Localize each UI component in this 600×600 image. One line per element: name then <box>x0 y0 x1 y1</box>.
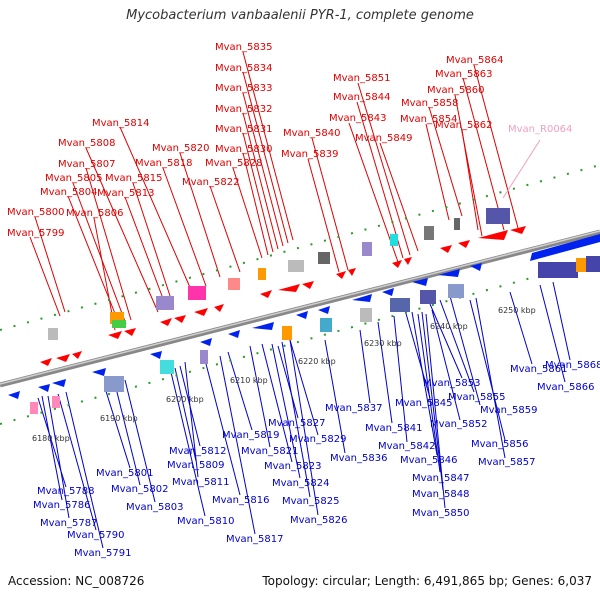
gene-label[interactable]: Mvan_5850 <box>412 508 469 519</box>
gene-label[interactable]: Mvan_5855 <box>448 392 505 403</box>
gene-label[interactable]: Mvan_5815 <box>105 173 162 184</box>
gene-label[interactable]: Mvan_5811 <box>172 477 229 488</box>
gene-label[interactable]: Mvan_5832 <box>215 104 272 115</box>
tick-label: 6210 kbp <box>230 376 268 385</box>
gene-label[interactable]: Mvan_5830 <box>215 144 272 155</box>
gene-label[interactable]: Mvan_5790 <box>67 530 124 541</box>
bottom-gene-labels: Mvan_5868 Mvan_5866 Mvan_5861 Mvan_5853 … <box>33 360 600 559</box>
gene-label[interactable]: Mvan_5863 <box>435 69 492 80</box>
gene-label[interactable]: Mvan_5816 <box>212 495 269 506</box>
gene-label[interactable]: Mvan_5803 <box>126 502 183 513</box>
gene-label[interactable]: Mvan_5848 <box>412 489 469 500</box>
gene-label[interactable]: Mvan_5839 <box>281 149 338 160</box>
gene-label[interactable]: Mvan_5812 <box>169 446 226 457</box>
gene-label[interactable]: Mvan_5806 <box>66 208 123 219</box>
gene-label[interactable]: Mvan_5856 <box>471 439 528 450</box>
forward-connector-lines <box>29 51 519 331</box>
gene-label[interactable]: Mvan_5786 <box>33 500 90 511</box>
gene-label[interactable]: Mvan_5868 <box>545 360 600 371</box>
gene-label[interactable]: Mvan_5854 <box>400 114 457 125</box>
gene-label[interactable]: Mvan_5829 <box>289 434 346 445</box>
gene-label[interactable]: Mvan_5808 <box>58 138 115 149</box>
gene-label[interactable]: Mvan_5828 <box>205 158 262 169</box>
gene-label[interactable]: Mvan_5791 <box>74 548 131 559</box>
gene-label[interactable]: Mvan_5834 <box>215 63 272 74</box>
tick-label: 6250 kbp <box>498 306 536 315</box>
gene-label[interactable]: Mvan_5823 <box>264 461 321 472</box>
gene-label[interactable]: Mvan_5826 <box>290 515 347 526</box>
tick-label: 6230 kbp <box>364 339 402 348</box>
map-title: Mycobacterium vanbaalenii PYR-1, complet… <box>126 8 474 23</box>
gene-label[interactable]: Mvan_5840 <box>283 128 340 139</box>
reverse-genes <box>8 234 600 399</box>
gene-label[interactable]: Mvan_5849 <box>355 133 412 144</box>
gene-label[interactable]: Mvan_5821 <box>241 446 298 457</box>
gene-label[interactable]: Mvan_5833 <box>215 83 272 94</box>
topology-summary: Topology: circular; Length: 6,491,865 bp… <box>262 574 592 588</box>
gene-label[interactable]: Mvan_5862 <box>435 120 492 131</box>
gene-label[interactable]: Mvan_5827 <box>268 418 325 429</box>
gene-label[interactable]: Mvan_5820 <box>152 143 209 154</box>
rna-connector-line <box>502 139 541 199</box>
gene-label[interactable]: Mvan_5800 <box>7 207 64 218</box>
gene-label[interactable]: Mvan_5809 <box>167 460 224 471</box>
gene-label[interactable]: Mvan_5801 <box>96 468 153 479</box>
gene-label[interactable]: Mvan_5807 <box>58 159 115 170</box>
forward-genes <box>40 226 526 366</box>
tick-tracks <box>0 164 600 425</box>
gene-label[interactable]: Mvan_5825 <box>282 496 339 507</box>
gene-label[interactable]: Mvan_5788 <box>37 486 94 497</box>
gene-label[interactable]: Mvan_5817 <box>226 534 283 545</box>
rna-gene-label[interactable]: Mvan_R0064 <box>508 124 572 135</box>
tick-label: 6240 kbp <box>430 322 468 331</box>
reverse-connector-lines <box>37 281 571 549</box>
gene-label[interactable]: Mvan_5859 <box>480 405 537 416</box>
gene-label[interactable]: Mvan_5853 <box>423 378 480 389</box>
axis-tick-labels: 6180 kbp 6190 kbp 6200 kbp 6210 kbp 6220… <box>32 306 536 443</box>
gene-label[interactable]: Mvan_5843 <box>329 113 386 124</box>
gene-label[interactable]: Mvan_5844 <box>333 92 390 103</box>
gene-label[interactable]: Mvan_5805 <box>45 173 102 184</box>
gene-label[interactable]: Mvan_5837 <box>325 403 382 414</box>
gene-label[interactable]: Mvan_5846 <box>400 455 457 466</box>
gene-label[interactable]: Mvan_5842 <box>378 441 435 452</box>
gene-label[interactable]: Mvan_5831 <box>215 124 272 135</box>
gene-label[interactable]: Mvan_5824 <box>272 478 329 489</box>
gene-label[interactable]: Mvan_5814 <box>92 118 149 129</box>
gene-label[interactable]: Mvan_5857 <box>478 457 535 468</box>
gene-label[interactable]: Mvan_5852 <box>430 419 487 430</box>
gene-label[interactable]: Mvan_5858 <box>401 98 458 109</box>
gene-label[interactable]: Mvan_5847 <box>412 473 469 484</box>
gene-label[interactable]: Mvan_5810 <box>177 516 234 527</box>
gene-label[interactable]: Mvan_5813 <box>97 188 154 199</box>
gene-label[interactable]: Mvan_5851 <box>333 73 390 84</box>
tick-label: 6180 kbp <box>32 434 70 443</box>
gene-label[interactable]: Mvan_5861 <box>510 364 567 375</box>
other-features <box>30 208 600 414</box>
gene-label[interactable]: Mvan_5787 <box>40 518 97 529</box>
gene-label[interactable]: Mvan_5864 <box>446 55 503 66</box>
gene-label[interactable]: Mvan_5860 <box>427 85 484 96</box>
gene-label[interactable]: Mvan_5802 <box>111 484 168 495</box>
gene-label[interactable]: Mvan_5841 <box>365 423 422 434</box>
gene-label[interactable]: Mvan_5866 <box>537 382 594 393</box>
gene-label[interactable]: Mvan_5819 <box>222 430 279 441</box>
gene-label[interactable]: Mvan_5836 <box>330 453 387 464</box>
accession-text: Accession: NC_008726 <box>8 574 145 588</box>
gene-label[interactable]: Mvan_5822 <box>182 177 239 188</box>
gene-label[interactable]: Mvan_5835 <box>215 42 272 53</box>
gene-label[interactable]: Mvan_5845 <box>395 398 452 409</box>
tick-label: 6190 kbp <box>100 414 138 423</box>
top-gene-labels: Mvan_5835 Mvan_5834 Mvan_5833 Mvan_5832 … <box>7 42 572 239</box>
gene-label[interactable]: Mvan_5804 <box>40 187 97 198</box>
genome-backbone <box>0 229 600 388</box>
gene-label[interactable]: Mvan_5818 <box>135 158 192 169</box>
tick-label: 6200 kbp <box>166 395 204 404</box>
gene-label[interactable]: Mvan_5799 <box>7 228 64 239</box>
tick-label: 6220 kbp <box>298 357 336 366</box>
